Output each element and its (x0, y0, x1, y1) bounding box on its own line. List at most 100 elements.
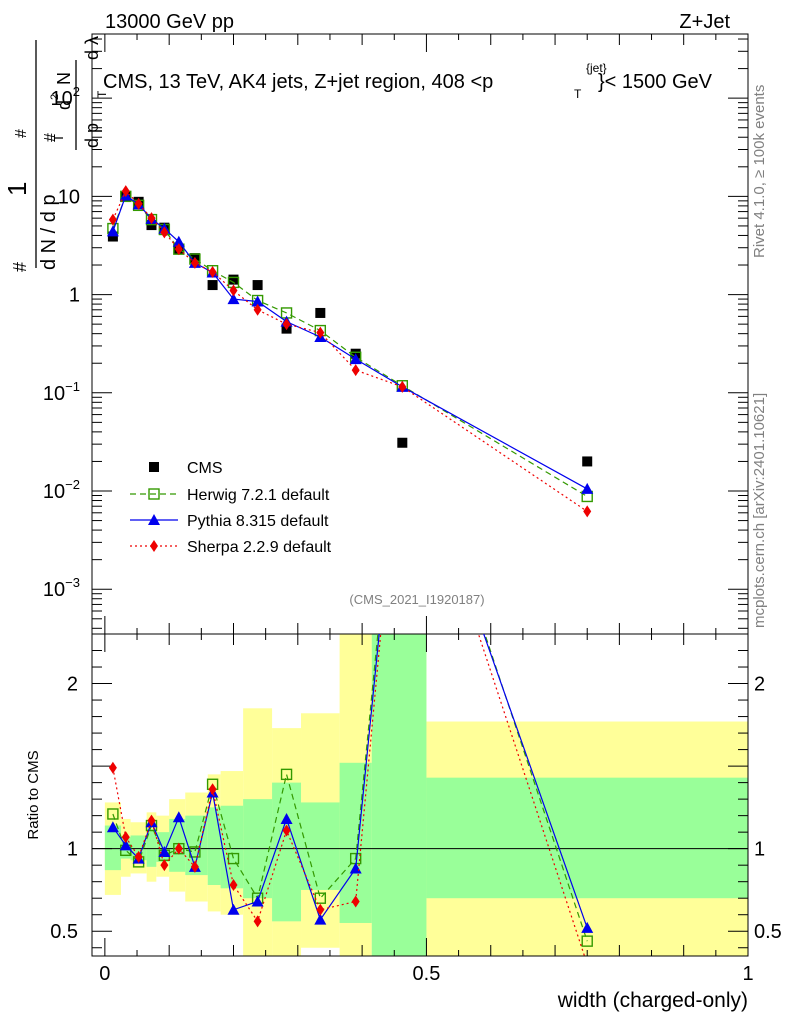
sherpa-point (108, 213, 117, 226)
sherpa-ratio-point (121, 831, 130, 844)
sherpa-ratio-point (316, 903, 325, 916)
ylabel-hash3: # (42, 133, 59, 142)
herwig-ratio-line (112, 634, 588, 942)
cms-point (397, 437, 408, 448)
cms-point (252, 280, 263, 291)
ylabel-hash2: # (13, 129, 30, 138)
pythia-point (349, 353, 362, 365)
sherpa-ratio-point (190, 860, 199, 873)
sherpa-point (174, 243, 183, 256)
band-stat-13 (371, 634, 427, 956)
x-axis-label: width (charged-only) (557, 989, 748, 1012)
legend-entry: CMS (187, 460, 223, 477)
band-stat-3 (146, 828, 157, 867)
herwig-ratio-point (107, 808, 119, 820)
ylabel-N: N (54, 72, 74, 85)
band-stat-14 (426, 777, 748, 899)
ylabel-d2N: d (54, 100, 74, 110)
ratio-y-axis-label: Ratio to CMS (25, 750, 42, 839)
y-tick-label: 10 (58, 186, 80, 208)
y-tick-label: 10−3 (43, 575, 80, 601)
legend-marker (149, 462, 159, 472)
pythia-ratio-point (119, 839, 132, 851)
y-tick-label: 10−2 (43, 477, 80, 503)
ylabel-hash1: # (10, 262, 30, 272)
sherpa-point (398, 380, 407, 393)
pythia-point (581, 482, 594, 494)
side-label-mcplots: mcplots.cern.ch [arXiv:2401.10621] (751, 393, 768, 628)
pythia-point (106, 225, 119, 237)
sherpa-ratio-point (351, 895, 360, 908)
uncertainty-bands (104, 634, 748, 956)
band-stat-10 (272, 782, 302, 922)
sherpa-point (229, 284, 238, 297)
sherpa-point (190, 256, 199, 269)
sherpa-point (316, 326, 325, 339)
ylabel-T: T (51, 134, 66, 142)
x-tick-label: 1 (742, 963, 753, 985)
y-tick-label: 10−1 (43, 379, 80, 405)
pythia-ratio-point (158, 845, 171, 857)
legend-marker (148, 488, 160, 500)
sherpa-line (112, 190, 588, 512)
y-tick-label: 102 (51, 84, 80, 110)
herwig-ratio-point (227, 852, 240, 865)
ratio-y-tick-label: 1 (67, 839, 78, 861)
header-right: Z+Jet (679, 11, 730, 33)
pythia-point (227, 293, 240, 305)
sherpa-point (351, 364, 360, 377)
pythia-ratio-point (314, 913, 327, 925)
band-stat-7 (207, 807, 221, 885)
ratio-y-tick-label-right: 2 (754, 674, 765, 696)
band-stat-11 (301, 802, 340, 890)
band-stat-8 (220, 805, 244, 889)
pythia-point (172, 235, 185, 247)
x-tick-label: 0.5 (413, 963, 441, 985)
ratio-y-tick-label: 0.5 (50, 921, 78, 943)
analysis-id: (CMS_2021_I1920187) (349, 592, 484, 607)
legend-marker (148, 514, 160, 525)
ratio-panel: 0 0.5 10.5 0.51 12 2 (50, 633, 782, 985)
pythia-ratio-point (251, 895, 264, 907)
sherpa-ratio-point (253, 915, 262, 928)
sherpa-point (147, 212, 156, 225)
sherpa-ratio-point (583, 958, 591, 970)
y-tick-label: 1 (69, 285, 80, 307)
pythia-ratio-point (581, 921, 594, 933)
sherpa-ratio-point (160, 859, 169, 872)
cms-point (107, 231, 118, 242)
ratio-series (106, 634, 594, 970)
sherpa-ratio-point (147, 814, 156, 827)
sherpa-point (282, 318, 291, 331)
sherpa-point (208, 265, 217, 278)
x-tick-label: 0 (99, 963, 110, 985)
plot-title-sup: {jet} (586, 61, 607, 75)
ylabel-sup2: 2 (49, 94, 61, 100)
legend-entry: Sherpa 2.2.9 default (187, 539, 332, 556)
cms-point (207, 280, 218, 291)
sherpa-ratio-point (282, 824, 291, 837)
main-panel: 10−3 10−2 10−1 1 10 102 (43, 33, 749, 635)
ratio-y-tick-label-right: 0.5 (754, 921, 782, 943)
ylabel-one: 1 (2, 182, 32, 196)
sherpa-ratio-point (229, 878, 238, 891)
pythia-point (251, 295, 264, 307)
plot-title-main: CMS, 13 TeV, AK4 jets, Z+jet region, 408… (103, 71, 493, 93)
main-y-axis-label: # 1 d N / d p T # # d 2 N d p T d λ (2, 36, 109, 272)
pythia-ratio-point (106, 821, 119, 833)
sherpa-ratio-point (108, 761, 117, 774)
plot-title-post: }< 1500 GeV (598, 71, 713, 93)
herwig-ratio-point (280, 768, 293, 781)
plot-title-sub: T (574, 87, 582, 101)
legend-marker (150, 540, 158, 552)
ylabel-dpT-sub: T (95, 90, 109, 98)
sherpa-point (160, 226, 169, 239)
cms-point (228, 274, 239, 285)
herwig-ratio-point (581, 935, 593, 947)
main-series (106, 185, 594, 518)
sherpa-ratio-point (174, 842, 183, 855)
ratio-frame (91, 633, 749, 957)
ylabel-dN: d N / d p (38, 194, 60, 270)
sherpa-point (253, 303, 262, 316)
